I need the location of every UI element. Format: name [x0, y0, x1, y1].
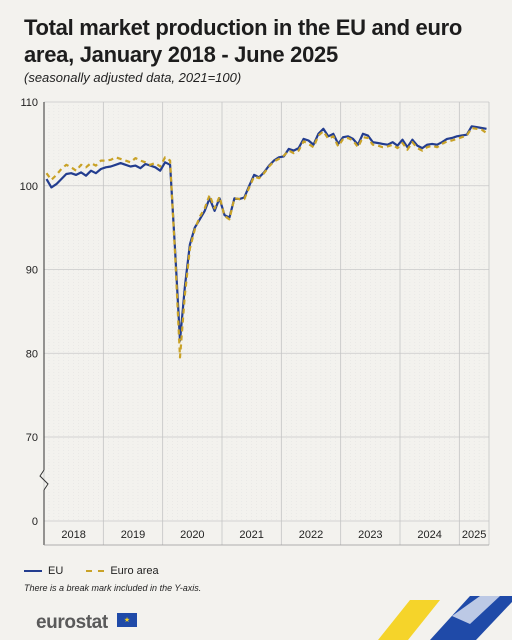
- footer-yellow-stripe: [378, 600, 440, 640]
- eu-flag-icon: ★: [117, 613, 137, 627]
- eurostat-logo: eurostat: [36, 612, 108, 633]
- legend-swatch-euro-area: [86, 570, 105, 572]
- x-tick-label-2025: 2025: [462, 529, 486, 541]
- x-tick-label-2018: 2018: [61, 529, 85, 541]
- y-tick-label: 0: [32, 516, 38, 528]
- chart-title: Total market production in the EU and eu…: [24, 15, 463, 67]
- y-tick-label: 80: [26, 348, 38, 360]
- x-tick-label-2023: 2023: [358, 529, 382, 541]
- x-tick-label-2024: 2024: [417, 529, 441, 541]
- series-line-euro-area: [45, 126, 488, 359]
- series-line-eu: [45, 125, 487, 342]
- legend-swatch-eu: [24, 570, 42, 572]
- footer-white-stripe: [452, 596, 500, 624]
- y-tick-label: 90: [26, 265, 38, 277]
- legend-label-euro-area: Euro area: [110, 565, 159, 577]
- x-tick-label-2019: 2019: [121, 529, 145, 541]
- y-axis-break-mark: [39, 469, 49, 491]
- y-tick-label: 110: [20, 97, 38, 109]
- legend-item-euro-area: Euro area: [86, 565, 159, 577]
- legend-label-eu: EU: [48, 565, 64, 577]
- axis-break-note: There is a break mark included in the Y-…: [24, 583, 202, 593]
- chart-legend: EU Euro area: [24, 563, 179, 577]
- y-tick-label: 70: [26, 432, 38, 444]
- chart-subtitle: (seasonally adjusted data, 2021=100): [24, 70, 242, 85]
- x-tick-label-2020: 2020: [180, 529, 204, 541]
- footer-decoration: [378, 596, 512, 640]
- legend-item-eu: EU: [24, 565, 63, 577]
- x-tick-label-2021: 2021: [239, 529, 263, 541]
- line-chart: 0 70 80 90 100 110 2018 2019 2020 2021 2022 2023 202…: [20, 97, 490, 546]
- y-tick-label: 100: [20, 181, 38, 193]
- x-tick-label-2022: 2022: [299, 529, 323, 541]
